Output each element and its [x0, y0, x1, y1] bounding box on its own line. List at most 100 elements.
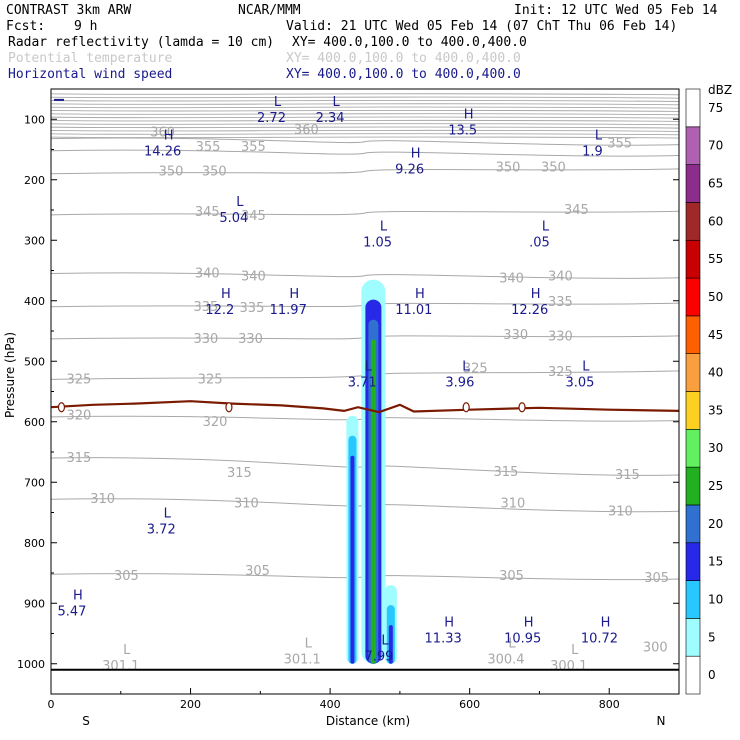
extremum-type: H	[601, 616, 611, 631]
extremum-value: 9.26	[395, 163, 424, 178]
theta-label: 350	[496, 161, 521, 176]
theta-contour-upper	[50, 103, 680, 106]
theta-label: 330	[503, 328, 528, 343]
wind-extremum: L5.04	[219, 195, 248, 226]
extremum-value: 301.1	[102, 659, 139, 674]
theta-label: 340	[499, 271, 524, 286]
reflectivity-cell	[388, 625, 393, 664]
colorbar-label: 75	[708, 101, 723, 115]
extremum-type: L	[164, 507, 172, 522]
extremum-type: L	[462, 360, 470, 375]
colorbar-label: 5	[708, 630, 716, 644]
tropopause-marker	[225, 402, 233, 413]
colorbar-swatch	[685, 353, 701, 392]
y-tick-label: 900	[24, 597, 45, 610]
x-tick-label: 200	[180, 698, 201, 711]
extremum-type: L	[508, 637, 516, 652]
theta-label: 315	[66, 451, 91, 466]
colorbar-swatch	[685, 315, 701, 354]
colorbar-label: 60	[708, 214, 723, 228]
extremum-type: H	[464, 107, 474, 122]
extremum-type: L	[595, 129, 603, 144]
south-end-label: S	[82, 714, 90, 728]
colorbar-swatch	[685, 88, 701, 128]
extremum-value: .05	[529, 235, 550, 250]
wind-extremum: H10.95	[504, 616, 541, 647]
y-tick-label: 300	[24, 234, 45, 247]
header-center: NCAR/MMM	[238, 3, 301, 18]
extremum-value: 7.99	[364, 650, 393, 665]
theta-label: 325	[198, 372, 223, 387]
theta-label: 310	[608, 504, 633, 519]
y-tick-label: 500	[24, 355, 45, 368]
field-xy-theta: XY= 400.0,100.0 to 400.0,400.0	[286, 51, 521, 66]
theta-label: 340	[548, 270, 573, 285]
theta-label: 335	[548, 295, 573, 310]
wind-extremum: H12.2	[205, 287, 234, 318]
theta-label: 360	[294, 123, 319, 138]
field-name-reflectivity: Radar reflectivity (lamda = 10 cm)	[8, 35, 274, 50]
theta-contour-upper	[50, 129, 680, 132]
theta-contour-upper	[50, 123, 680, 126]
extremum-type: L	[571, 643, 579, 658]
wind-extremum: L3.71	[348, 360, 377, 391]
x-tick-label: 800	[599, 698, 620, 711]
theta-contour	[50, 137, 680, 146]
y-tick-label: 100	[24, 113, 45, 126]
wind-extremum: H14.26	[144, 129, 181, 160]
theta-label: 305	[245, 564, 270, 579]
plot-area: 360 360 355 355 355 350 350 350 350 345 345 345 340 3…	[17, 88, 680, 711]
colorbar-swatch	[685, 164, 701, 203]
extremum-value: 300.4	[487, 653, 524, 668]
y-tick-label: 200	[24, 174, 45, 187]
theta-label: 350	[541, 161, 566, 176]
colorbar-label: 10	[708, 592, 723, 606]
extremum-value: 11.97	[270, 303, 307, 318]
wind-extremum: L7.99	[364, 634, 393, 665]
theta-label: 315	[494, 465, 519, 480]
wind-extremum: H11.97	[270, 287, 307, 318]
x-axis-label: Distance (km)	[326, 714, 410, 728]
wind-extremum: H9.26	[395, 147, 424, 178]
x-tick-label: 600	[459, 698, 480, 711]
colorbar-label: 0	[708, 668, 716, 682]
theta-contour-upper	[50, 133, 680, 136]
extremum-value: 5.04	[219, 211, 248, 226]
colorbar-swatch	[685, 126, 701, 165]
theta-contour	[50, 149, 680, 157]
extremum-type: L	[332, 95, 340, 110]
extremum-type: H	[524, 616, 534, 631]
colorbar-swatch	[685, 655, 701, 695]
reflectivity-cell	[370, 339, 376, 664]
y-tick-label: 1000	[17, 658, 45, 671]
colorbar-swatch	[685, 542, 701, 581]
wind-extremum: H11.33	[425, 616, 462, 647]
extremum-value: 3.71	[348, 376, 377, 391]
theta-label: 305	[644, 571, 669, 586]
theta-label: 355	[607, 136, 632, 151]
wind-extremum: L2.34	[316, 95, 345, 126]
header-init: Init: 12 UTC Wed 05 Feb 14	[514, 3, 718, 18]
theta-contour	[50, 272, 680, 279]
extremum-value: 11.33	[425, 632, 462, 647]
extremum-value: 13.5	[448, 123, 477, 138]
wind-extremum: L.05	[529, 219, 550, 250]
theta-contour-upper	[50, 126, 680, 129]
theta-label: 350	[159, 164, 184, 179]
extremum-type: L	[365, 360, 373, 375]
wind-extremum: L3.05	[565, 360, 594, 391]
header-fcst-value: 9 h	[74, 19, 97, 34]
theta-label: 345	[241, 209, 266, 224]
extremum-value: 1.9	[582, 145, 603, 160]
colorbar-label: 45	[708, 328, 723, 342]
colorbar-label: 35	[708, 403, 723, 417]
colorbar: 0 5 10 15 20 25 30 35 40 45 50 55 60 65 70 75	[685, 88, 723, 695]
extremum-value: 10.95	[504, 632, 541, 647]
colorbar-swatch	[685, 429, 701, 468]
wind-extremum: L3.72	[147, 507, 176, 538]
theta-contour	[50, 168, 680, 175]
y-tick-label: 400	[24, 295, 45, 308]
colorbar-label: 15	[708, 555, 723, 569]
